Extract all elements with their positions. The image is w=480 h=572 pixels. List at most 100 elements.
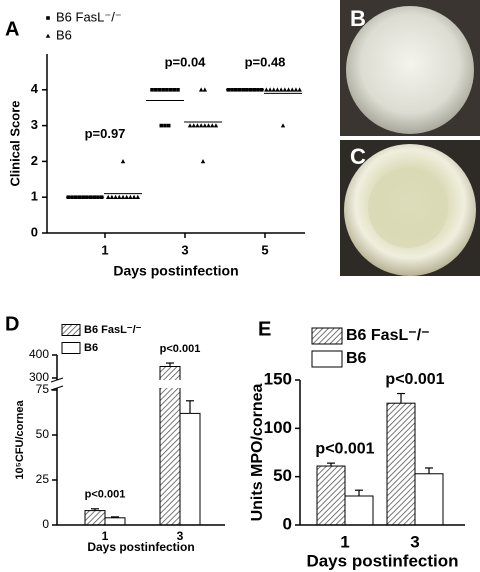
y-tick-label: 100 [264,418,292,437]
point [210,123,215,128]
x-tick-label: 1 [340,532,349,551]
y-tick-label: 0 [42,517,49,531]
point [198,123,204,128]
y-tick-label: 50 [36,427,50,441]
y-tick-label: 0 [283,514,292,533]
point [275,87,280,92]
point [202,87,208,92]
annotation: p=0.48 [245,54,286,69]
legend-swatch [61,324,81,336]
photo-b: B [340,0,480,136]
point [106,194,111,199]
y-tick-label: 3 [31,117,38,132]
panel-label: D [5,313,19,335]
legend-label: B6 [84,342,98,354]
x-tick-label: 3 [181,242,188,257]
point [293,87,299,92]
y-tick-label: 75 [36,382,50,396]
point [163,123,167,128]
point [117,194,122,199]
bar [386,402,416,526]
y-axis-label: Units MPO/cornea [249,384,266,522]
bar [104,517,126,526]
point [120,194,126,199]
point [280,123,286,128]
photo-c: C [340,140,480,276]
point [168,88,173,92]
y-tick-label: 2 [31,153,38,168]
x-tick-label: 5 [261,242,268,257]
legend-label: B6 [56,27,72,42]
x-axis-label: Days postinfection [113,263,238,279]
point [166,123,171,128]
y-axis-label: 10⁵CFU/cornea [14,400,26,480]
legend-swatch [311,350,343,368]
point [264,87,269,92]
point [113,194,118,199]
point [191,123,196,128]
point [297,87,302,92]
y-tick-label: 4 [31,81,39,96]
panel-label: E [258,318,271,340]
point [198,87,204,92]
point [128,194,133,199]
point [202,123,208,128]
annotation: p<0.001 [85,489,126,501]
point [120,159,126,164]
bar [179,412,201,526]
legend-label: B6 [346,350,367,367]
bar [159,366,181,526]
y-tick-label: 400 [29,347,49,361]
annotation: p=0.97 [85,126,126,141]
x-axis-label: Days postinfection [87,540,194,554]
x-tick-label: 1 [102,529,109,543]
y-tick-label: 25 [36,472,50,486]
bar [344,495,374,526]
point [124,194,129,199]
x-axis-label: Days postinfection [306,551,458,570]
legend-swatch [61,342,81,354]
point [282,87,288,92]
annotation: p<0.001 [385,371,444,388]
point [267,87,273,92]
legend-label: B6 FasL⁻/⁻ [346,327,430,344]
y-tick-label: 0 [31,224,38,239]
point [150,88,154,92]
annotation: p=0.04 [165,54,207,69]
point [109,194,115,199]
y-tick-label: 1 [31,189,38,204]
point [187,123,193,128]
point [153,88,158,92]
point [200,159,206,164]
panel-label: C [350,144,366,169]
y-tick-label: 50 [273,466,292,485]
x-tick-label: 3 [177,529,184,543]
bar [84,510,106,526]
axis-break-gap [49,380,225,388]
point [45,33,51,38]
point [286,87,291,92]
legend-swatch [311,327,343,345]
point [157,88,162,92]
point [206,123,211,128]
point [213,123,219,128]
point [195,123,200,128]
bar [316,465,346,526]
legend-label: B6 FasL⁻/⁻ [84,324,142,336]
annotation: p<0.001 [315,440,374,457]
x-tick-label: 1 [101,242,108,257]
point [161,88,165,92]
point [278,87,284,92]
bar [414,473,444,526]
point [176,88,180,92]
point [172,88,177,92]
y-tick-label: 300 [29,370,49,384]
point [271,87,276,92]
x-tick-label: 3 [410,532,419,551]
point [165,88,169,92]
panel-label: A [5,18,19,40]
y-axis-label: Clinical Score [7,101,22,187]
legend-label: B6 FasL⁻/⁻ [56,9,122,24]
annotation: p<0.001 [160,343,201,355]
